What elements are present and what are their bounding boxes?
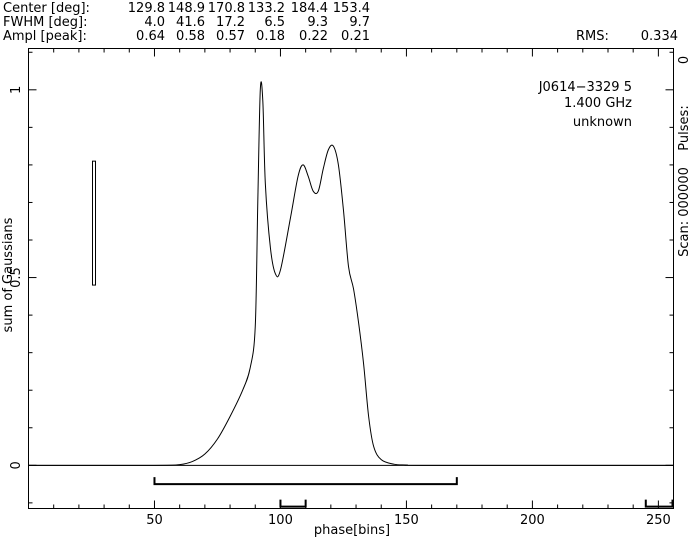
x-tick-label: 100	[268, 513, 293, 528]
y-tick-label: 1	[9, 86, 24, 94]
pulses-label: Pulses:	[677, 105, 692, 150]
header-value: 9.3	[307, 15, 328, 30]
x-tick-label: 150	[394, 513, 419, 528]
header-value: 0.64	[136, 29, 165, 44]
header-value: 9.7	[349, 15, 370, 30]
header-value: 129.8	[128, 1, 165, 16]
header-value: 184.4	[291, 1, 328, 16]
range-bracket	[153, 477, 458, 486]
header-row-label: Center [deg]:	[3, 1, 90, 16]
header-value: 4.0	[144, 15, 165, 30]
header-value: 148.9	[168, 1, 205, 16]
x-tick-label: 200	[520, 513, 545, 528]
pulses-value: 0	[677, 56, 692, 64]
axis-ticks	[28, 48, 674, 509]
x-axis-label: phase[bins]	[314, 523, 390, 538]
range-bracket	[279, 499, 307, 508]
error-bar	[92, 160, 97, 286]
header-value: 6.5	[264, 15, 285, 30]
x-tick-label: 250	[646, 513, 671, 528]
header-value: 17.2	[216, 15, 245, 30]
header-row-label: FWHM [deg]:	[3, 15, 87, 30]
window-range-markers	[153, 477, 674, 508]
header-value: 170.8	[208, 1, 245, 16]
source-name: J0614−3329 5	[538, 80, 632, 95]
header-value: 0.18	[256, 29, 285, 44]
header-row-label: Ampl [peak]:	[3, 29, 87, 44]
header-value: 0.22	[299, 29, 328, 44]
header-value: 0.57	[216, 29, 245, 44]
profile-line	[28, 81, 674, 466]
scan-label: Scan: 000000	[677, 167, 692, 257]
header-value: 153.4	[333, 1, 370, 16]
header-values: 129.8 148.9 170.8 133.2 184.4 153.4 4.0 41.6 17.…	[128, 1, 370, 44]
x-tick-label: 50	[146, 513, 163, 528]
header-value: 133.2	[248, 1, 285, 16]
header-value: 0.21	[341, 29, 370, 44]
status-label: unknown	[573, 115, 632, 130]
frequency-label: 1.400 GHz	[564, 96, 632, 111]
plot-frame	[28, 48, 674, 509]
axis-tick-labels: 50 100 150 200 250 0 0.5 1	[9, 86, 671, 528]
gaussian-fit-header: Center [deg]: FWHM [deg]: Ampl [peak]: 1…	[3, 1, 678, 44]
y-tick-label: 0.5	[9, 267, 24, 288]
y-axis-label: sum of Gaussians	[1, 217, 16, 332]
header-value: 0.58	[176, 29, 205, 44]
y-tick-label: 0	[9, 461, 24, 469]
range-bracket	[644, 499, 674, 508]
rms-value: 0.334	[641, 29, 678, 44]
rms-label: RMS:	[576, 29, 609, 44]
header-value: 41.6	[176, 15, 205, 30]
